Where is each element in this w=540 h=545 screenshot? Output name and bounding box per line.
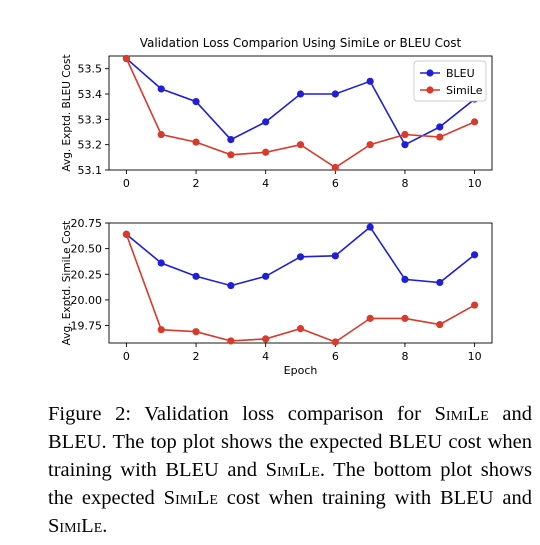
top-point-bleu: [401, 141, 409, 149]
caption-simile-4: SimiLe: [48, 515, 103, 537]
bottom-axes-frame: [108, 222, 493, 344]
legend-label-simile: SimiLe: [446, 84, 483, 97]
top-point-bleu: [227, 136, 235, 144]
top-ytick-label: 53.3: [78, 113, 103, 126]
bottom-ytick-label: 20.50: [71, 243, 103, 256]
caption-text-5: .: [102, 515, 108, 537]
bottom-point-bleu: [296, 253, 305, 261]
bottom-x-axis-label: Epoch: [284, 364, 318, 377]
top-chart-title: Validation Loss Comparion Using SimiLe o…: [140, 36, 462, 50]
bottom-point-simile: [157, 326, 165, 334]
caption-simile-2: SimiLe: [265, 459, 320, 481]
bottom-point-simile: [262, 335, 270, 343]
top-point-simile: [192, 138, 200, 146]
bottom-xtick-label: 10: [468, 350, 482, 363]
bottom-ytick-label: 19.75: [71, 320, 103, 333]
top-ytick-label: 53.4: [78, 88, 103, 101]
top-point-bleu: [366, 77, 374, 85]
bottom-point-simile: [296, 325, 305, 333]
bottom-point-simile: [192, 328, 200, 336]
top-plot: Validation Loss Comparion Using SimiLe o…: [61, 36, 493, 190]
top-point-simile: [227, 151, 235, 159]
bottom-point-bleu: [227, 281, 235, 290]
top-xtick-label: 4: [262, 177, 269, 190]
top-point-simile: [331, 163, 339, 172]
top-point-bleu: [296, 90, 305, 98]
top-ytick-label: 53.1: [78, 164, 103, 177]
bottom-point-simile: [401, 314, 409, 322]
legend-marker-simile: [426, 86, 434, 94]
caption-text-4: cost when training with BLEU and: [217, 487, 532, 509]
bottom-ytick-label: 20.00: [71, 294, 103, 307]
top-ytick-label: 53.5: [78, 63, 103, 76]
top-point-simile: [157, 130, 165, 139]
caption-text-3: . The bottom plot shows the expected: [48, 459, 532, 509]
bottom-xtick-label: 6: [332, 350, 339, 363]
top-xtick-label: 10: [468, 177, 482, 190]
top-point-simile: [401, 130, 409, 139]
bottom-point-bleu: [157, 259, 165, 267]
bottom-point-bleu: [470, 251, 479, 259]
bottom-point-simile: [470, 301, 479, 309]
top-point-bleu: [331, 90, 339, 98]
top-point-bleu: [157, 85, 165, 93]
top-y-axis-label: Avg. Exptd. BLEU Cost: [61, 54, 73, 171]
bottom-point-bleu: [192, 272, 200, 280]
top-point-simile: [122, 54, 131, 63]
bottom-point-bleu: [262, 272, 270, 280]
bottom-xtick-label: 2: [193, 350, 200, 363]
top-point-simile: [296, 141, 305, 149]
top-xtick-label: 6: [332, 177, 339, 190]
top-axes-frame: [108, 55, 493, 171]
bottom-ytick-label: 20.25: [71, 268, 103, 281]
top-point-simile: [470, 118, 479, 126]
bottom-point-bleu: [436, 278, 444, 287]
bottom-point-bleu: [401, 275, 409, 284]
bottom-point-simile: [331, 338, 339, 346]
top-xtick-label: 8: [401, 177, 408, 190]
bottom-xtick-label: 0: [123, 350, 130, 363]
bottom-plot: 19.75 20.00 20.25 20.50 20.75 0 2 4 6 8 10 Avg. Exp…: [61, 217, 493, 377]
top-point-simile: [436, 133, 444, 141]
top-ytick-label: 53.2: [78, 139, 103, 152]
caption-simile-3: SimiLe: [163, 487, 218, 509]
caption-text-1: Figure 2: Validation loss comparison for: [48, 403, 435, 425]
bottom-point-simile: [436, 320, 444, 329]
caption-simile-1: SimiLe: [434, 403, 489, 425]
bottom-point-simile: [366, 314, 374, 322]
top-legend: BLEU SimiLe: [413, 60, 487, 102]
top-point-bleu: [436, 123, 444, 131]
bottom-y-axis-label: Avg. Exptd. SimiLe Cost: [61, 221, 73, 346]
bottom-point-bleu: [366, 223, 374, 231]
top-point-simile: [262, 148, 270, 156]
figure: Validation Loss Comparion Using SimiLe o…: [61, 36, 493, 377]
top-point-bleu: [192, 98, 200, 106]
bottom-xtick-label: 8: [401, 350, 408, 363]
top-point-simile: [366, 141, 374, 149]
bottom-xtick-label: 4: [262, 350, 269, 363]
top-point-bleu: [262, 118, 270, 126]
legend-marker-bleu: [426, 69, 434, 77]
bottom-ytick-label: 20.75: [71, 217, 103, 230]
figure-caption: Figure 2: Validation loss comparison for…: [48, 400, 532, 540]
top-xtick-label: 2: [193, 177, 200, 190]
legend-label-bleu: BLEU: [446, 67, 475, 80]
bottom-point-simile: [122, 230, 131, 238]
top-xtick-label: 0: [123, 177, 130, 190]
caption-text-2: and BLEU. The top plot shows the expecte…: [48, 403, 532, 481]
bottom-point-bleu: [331, 252, 339, 260]
bottom-point-simile: [227, 337, 235, 345]
